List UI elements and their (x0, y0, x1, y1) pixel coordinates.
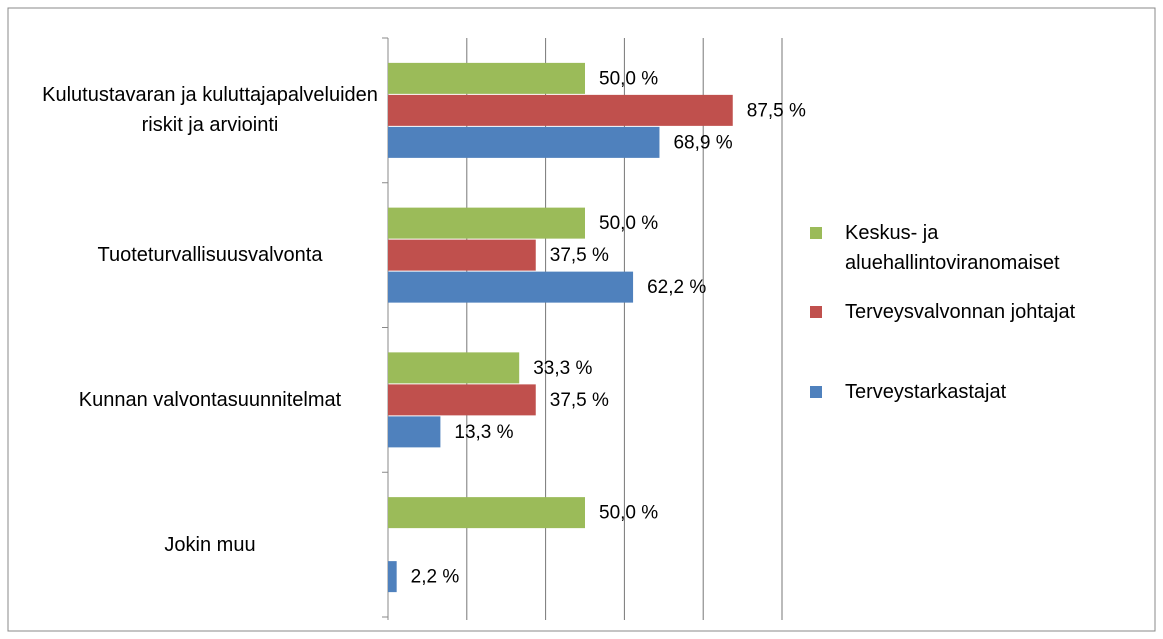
bar (388, 271, 634, 303)
category-label: Kulutustavaran ja kuluttajapalveluiden r… (42, 84, 378, 137)
data-label: 62,2 % (647, 277, 706, 298)
category-label: Jokin muu (164, 533, 256, 556)
bar (388, 239, 536, 271)
data-label: 33,3 % (533, 358, 592, 379)
bar (388, 352, 520, 384)
bar (388, 207, 585, 239)
data-label: 13,3 % (454, 422, 513, 443)
bar (388, 94, 733, 126)
bar (388, 416, 441, 448)
legend-label: Terveysvalvonnan johtajat (845, 301, 1076, 323)
data-label: 37,5 % (550, 390, 609, 411)
legend-label: Keskus- ja aluehallintoviranomaiset (845, 222, 1060, 274)
data-label: 68,9 % (673, 132, 732, 153)
data-label: 2,2 % (411, 567, 460, 588)
bar (388, 126, 660, 158)
bar (388, 384, 536, 416)
legend-swatch (810, 386, 822, 398)
bar (388, 561, 397, 593)
legend-swatch (810, 227, 822, 239)
category-label: Kunnan valvontasuunnitelmat (78, 388, 342, 411)
legend-label: Terveystarkastajat (845, 381, 1007, 403)
data-label: 37,5 % (550, 245, 609, 266)
data-label: 50,0 % (599, 503, 658, 524)
data-label: 50,0 % (599, 213, 658, 234)
bar (388, 62, 585, 94)
data-label: 87,5 % (747, 100, 806, 121)
chart-border (7, 7, 1156, 632)
legend-swatch (810, 306, 822, 318)
category-label: Tuoteturvallisuusvalvonta (97, 244, 323, 267)
bar (388, 497, 585, 529)
data-label: 50,0 % (599, 68, 658, 89)
